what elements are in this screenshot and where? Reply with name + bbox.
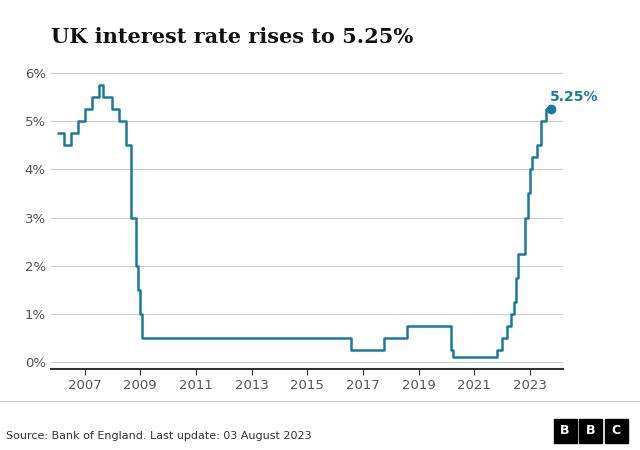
Text: UK interest rate rises to 5.25%: UK interest rate rises to 5.25%: [51, 27, 413, 47]
Text: B: B: [586, 424, 595, 437]
Text: C: C: [612, 424, 621, 437]
Text: B: B: [561, 424, 570, 437]
Text: 5.25%: 5.25%: [550, 90, 598, 104]
Text: Source: Bank of England. Last update: 03 August 2023: Source: Bank of England. Last update: 03…: [6, 431, 312, 441]
